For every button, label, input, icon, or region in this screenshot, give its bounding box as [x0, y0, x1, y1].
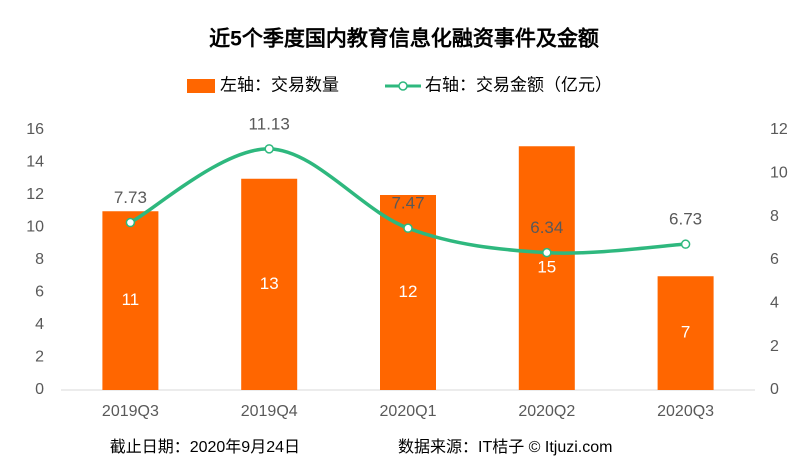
- footer-source: 数据来源：IT桔子 © Itjuzi.com: [398, 438, 612, 456]
- y2-tick-label: 12: [770, 121, 788, 138]
- bar: [657, 276, 714, 390]
- line-value-label: 7.73: [114, 188, 147, 207]
- bar-value-label: 12: [399, 282, 418, 301]
- legend-label: 右轴：交易金额（亿元）: [425, 75, 612, 94]
- bar-value-label: 13: [260, 274, 279, 293]
- line-marker: [125, 217, 136, 228]
- y-tick-label: 6: [35, 284, 44, 301]
- y-tick-label: 0: [35, 381, 44, 398]
- y-tick-label: 16: [26, 121, 44, 138]
- line-value-label: 6.73: [669, 210, 702, 229]
- y2-tick-label: 10: [770, 165, 788, 182]
- y2-tick-label: 2: [770, 338, 779, 355]
- line-marker: [264, 144, 274, 154]
- x-tick-label: 2020Q3: [657, 403, 714, 420]
- legend-swatch: [187, 79, 215, 93]
- line-value-label: 7.47: [391, 194, 424, 213]
- line-marker: [542, 247, 552, 258]
- x-tick-label: 2019Q3: [102, 403, 159, 420]
- x-tick-label: 2020Q1: [380, 403, 437, 420]
- bar-value-label: 11: [122, 290, 140, 309]
- legend-label: 左轴：交易数量: [220, 75, 339, 94]
- y-tick-label: 12: [26, 186, 44, 203]
- y-tick-label: 14: [26, 154, 44, 171]
- y-tick-label: 4: [35, 316, 44, 333]
- y2-tick-label: 6: [770, 251, 779, 268]
- line: [129, 147, 686, 255]
- line-value-label: 6.34: [530, 218, 563, 237]
- chart-title: 近5个季度国内教育信息化融资事件及金额: [209, 27, 599, 51]
- footer-date: 截止日期：2020年9月24日: [110, 438, 300, 456]
- y-tick-label: 8: [35, 251, 44, 268]
- bar-value-label: 15: [537, 258, 556, 277]
- y2-tick-label: 8: [770, 208, 779, 225]
- line-marker: [403, 223, 413, 233]
- y-tick-label: 2: [35, 349, 44, 366]
- x-tick-label: 2020Q2: [518, 403, 575, 420]
- y-tick-label: 10: [26, 219, 44, 236]
- bar: [518, 146, 575, 390]
- line-marker: [680, 239, 691, 249]
- bar: [102, 211, 159, 390]
- legend-marker: [398, 81, 408, 91]
- bar-value-label: 7: [681, 323, 690, 342]
- bar: [241, 178, 298, 390]
- y2-tick-label: 4: [770, 295, 779, 312]
- line-value-label: 11.13: [249, 114, 290, 133]
- x-tick-label: 2019Q4: [241, 403, 298, 420]
- y2-tick-label: 0: [770, 381, 779, 398]
